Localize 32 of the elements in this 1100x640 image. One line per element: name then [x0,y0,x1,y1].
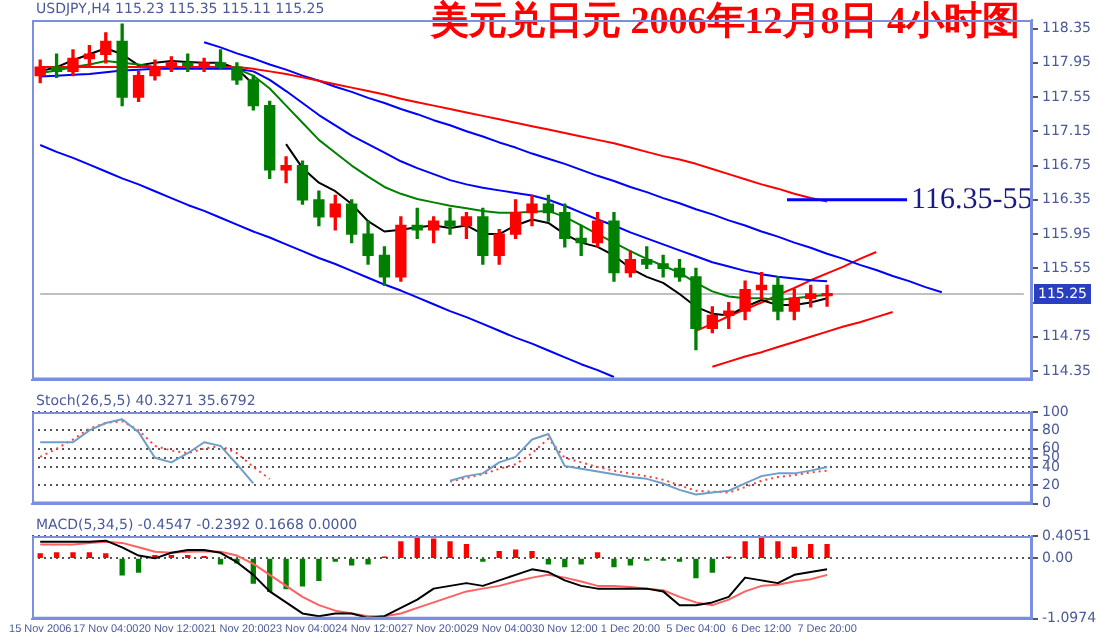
bar [283,558,289,590]
bar [824,543,830,558]
candlestick [280,156,292,184]
bar [742,541,748,558]
bar [512,549,519,558]
bar [594,552,601,558]
bar [53,552,60,558]
bar [70,552,76,558]
bar [529,551,535,558]
bar [447,541,453,558]
bar [135,558,142,573]
bar [791,546,797,558]
bar [496,551,502,558]
bar [430,538,437,558]
bar [365,558,371,565]
bar [349,558,355,566]
bar [808,543,814,558]
candlestick [444,207,456,235]
bar [775,541,781,558]
candlestick [657,254,669,278]
bar [463,543,470,558]
bar [316,558,322,582]
bar [398,541,404,558]
bar [86,552,93,558]
ref-line-label: 116.35-55 [911,183,1033,216]
bar [119,558,125,576]
bar [627,558,634,566]
bar [611,558,617,568]
bar [299,558,306,587]
candlestick [821,284,833,307]
bar [693,558,699,579]
bar [709,558,715,573]
